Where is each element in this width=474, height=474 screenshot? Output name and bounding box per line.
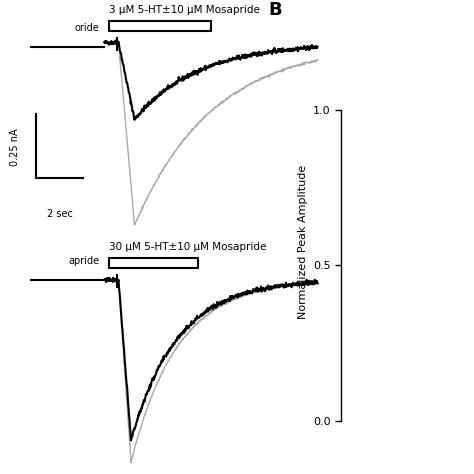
Bar (109, 258, 198, 268)
Bar (109, 21, 211, 31)
Text: 0.25 nA: 0.25 nA (10, 128, 20, 166)
Text: apride: apride (68, 255, 99, 266)
Text: 2 sec: 2 sec (46, 209, 73, 219)
Text: B: B (268, 1, 282, 19)
Text: oride: oride (74, 23, 99, 34)
Text: 3 μM 5-HT±10 μM Mosapride: 3 μM 5-HT±10 μM Mosapride (109, 5, 259, 15)
Y-axis label: Normalized Peak Amplitude: Normalized Peak Amplitude (298, 164, 308, 319)
Text: 30 μM 5-HT±10 μM Mosapride: 30 μM 5-HT±10 μM Mosapride (109, 242, 266, 252)
